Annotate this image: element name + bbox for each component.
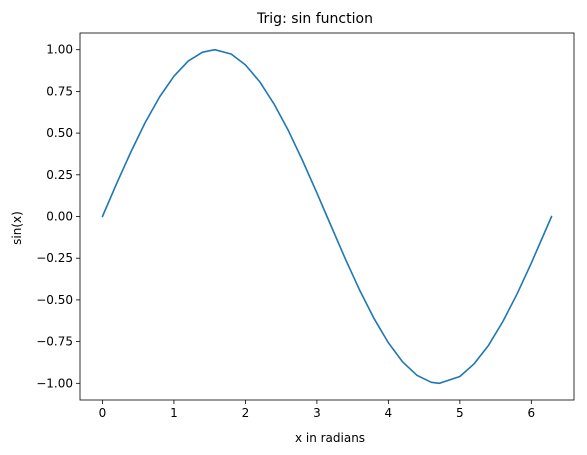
x-tick-label: 0 — [99, 406, 107, 420]
x-axis-label: x in radians — [295, 431, 365, 445]
y-tick-label: −0.25 — [36, 251, 73, 265]
y-axis: −1.00 −0.75 −0.50 −0.25 0.00 0.25 0.50 0.75 1.00 — [36, 43, 80, 390]
plot-area — [101, 48, 553, 385]
y-axis-label: sin(x) — [10, 211, 24, 245]
x-tick-label: 2 — [242, 406, 250, 420]
x-tick-label: 5 — [456, 406, 464, 420]
y-tick-label: 0.25 — [46, 168, 73, 182]
series-line-0 — [101, 48, 553, 385]
y-tick-label: 0.50 — [46, 126, 73, 140]
x-tick-label: 4 — [385, 406, 393, 420]
y-tick-label: −1.00 — [36, 376, 73, 390]
x-tick-label: 6 — [528, 406, 536, 420]
x-tick-label: 3 — [313, 406, 321, 420]
y-tick-label: −0.75 — [36, 335, 73, 349]
y-tick-label: −0.50 — [36, 293, 73, 307]
chart-title: Trig: sin function — [256, 11, 373, 27]
x-axis: 0 1 2 3 4 5 6 — [99, 400, 536, 420]
y-tick-label: 0.75 — [46, 84, 73, 98]
y-tick-label: 1.00 — [46, 43, 73, 57]
y-tick-label: 0.00 — [46, 210, 73, 224]
x-tick-label: 1 — [170, 406, 178, 420]
